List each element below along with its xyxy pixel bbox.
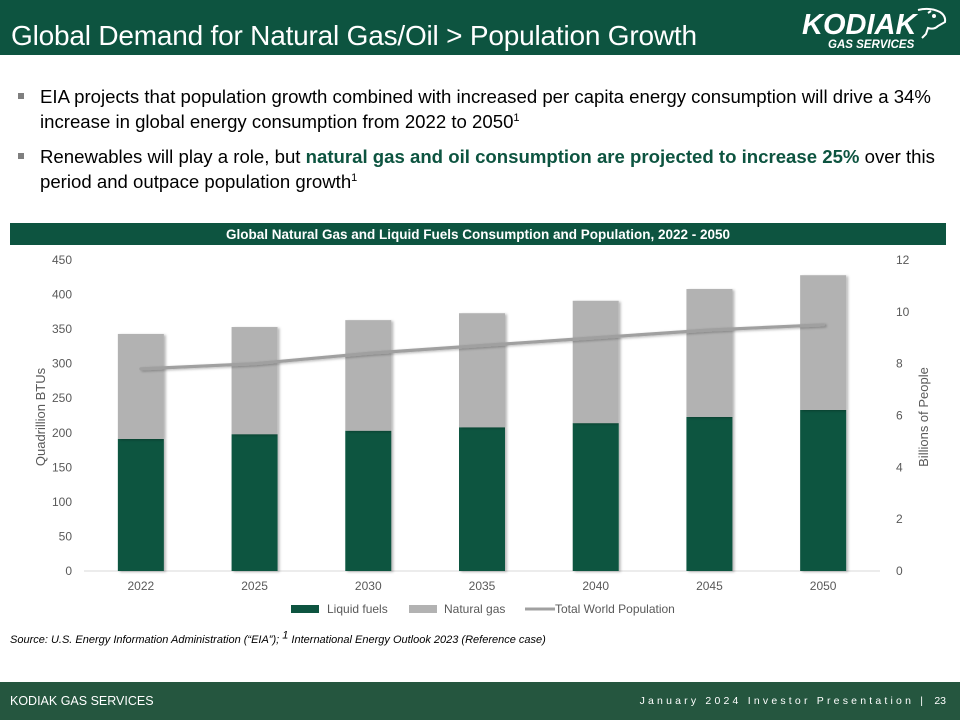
- x-tick-label: 2022: [128, 579, 155, 593]
- source-note: Source: U.S. Energy Information Administ…: [10, 630, 546, 646]
- bullet-text: Renewables will play a role, but: [40, 146, 306, 167]
- bullet-marker-icon: [18, 153, 24, 159]
- y2-axis-label: Billions of People: [916, 367, 931, 467]
- legend-label-liquid-fuels: Liquid fuels: [327, 602, 388, 616]
- x-tick-label: 2035: [469, 579, 496, 593]
- stacked-bar-line-chart: 0 50 100 150 200 250 300 350 400 450 0 2 4 6 8 10 12 20…: [33, 253, 931, 616]
- y-tick-label: 300: [52, 357, 72, 371]
- line-series: [139, 323, 825, 371]
- y-axis-label: Quadrillion BTUs: [33, 367, 48, 466]
- y-tick-label: 0: [65, 564, 72, 578]
- source-text-rest: International Energy Outlook 2023 (Refer…: [288, 634, 546, 646]
- legend-label-natural-gas: Natural gas: [444, 602, 505, 616]
- bar-natural-gas-2030: [345, 320, 392, 431]
- y2-tick-label: 12: [896, 253, 910, 267]
- y-axis-left: 0 50 100 150 200 250 300 350 400 450: [52, 253, 72, 578]
- bar-liquid-fuels-2035: [459, 427, 505, 571]
- bullet-highlight: natural gas and oil consumption are proj…: [305, 146, 860, 167]
- y2-tick-label: 8: [896, 357, 903, 371]
- y-tick-label: 450: [52, 253, 72, 267]
- x-tick-label: 2030: [355, 579, 382, 593]
- x-tick-label: 2050: [810, 579, 837, 593]
- bar-liquid-fuels-2025: [231, 434, 278, 571]
- legend-swatch-natural-gas: [409, 605, 437, 613]
- bar-liquid-fuels-2022: [117, 438, 164, 571]
- x-axis: 2022 2025 2030 2035 2040 2045 2050: [128, 579, 837, 593]
- y-tick-label: 200: [52, 426, 72, 440]
- bar-natural-gas-2050: [800, 275, 847, 410]
- bar-natural-gas-2045: [686, 289, 733, 417]
- y-axis-right: 0 2 4 6 8 10 12: [896, 253, 910, 578]
- x-tick-label: 2045: [696, 579, 723, 593]
- bullet-list: EIA projects that population growth comb…: [18, 84, 948, 204]
- header-bar: Global Demand for Natural Gas/Oil > Popu…: [0, 0, 960, 55]
- y-tick-label: 250: [52, 391, 72, 405]
- bar-natural-gas-2040: [572, 300, 619, 424]
- footer-company: KODIAK GAS SERVICES: [10, 694, 154, 708]
- footer-presentation: January 2024 Investor Presentation | 23: [640, 695, 946, 707]
- bar-series: [117, 275, 847, 571]
- y2-tick-label: 10: [896, 305, 910, 319]
- x-tick-label: 2025: [241, 579, 268, 593]
- bear-head-icon: [917, 7, 947, 39]
- bullet-item-1: EIA projects that population growth comb…: [18, 84, 948, 134]
- footnote-ref: 1: [513, 111, 520, 124]
- footnote-ref: 1: [351, 171, 358, 184]
- chart-title: Global Natural Gas and Liquid Fuels Cons…: [10, 223, 946, 245]
- source-text: Source: U.S. Energy Information Administ…: [10, 634, 283, 646]
- y2-tick-label: 0: [896, 564, 903, 578]
- bar-liquid-fuels-2045: [686, 416, 733, 571]
- bullet-item-2: Renewables will play a role, but natural…: [18, 144, 948, 194]
- bar-liquid-fuels-2040: [572, 423, 619, 571]
- bar-liquid-fuels-2050: [800, 409, 847, 571]
- bullet-marker-icon: [18, 93, 24, 99]
- page-number: 23: [934, 695, 946, 707]
- logo-sub-text: GAS SERVICES: [828, 39, 915, 51]
- y-tick-label: 350: [52, 322, 72, 336]
- x-tick-label: 2040: [582, 579, 609, 593]
- bar-natural-gas-2025: [231, 327, 278, 435]
- logo-main-text: KODIAK: [802, 9, 918, 41]
- bar-natural-gas-2035: [459, 313, 505, 428]
- y-tick-label: 50: [59, 529, 73, 543]
- y-tick-label: 400: [52, 288, 72, 302]
- y2-tick-label: 6: [896, 409, 903, 423]
- legend: Liquid fuels Natural gas Total World Pop…: [291, 602, 675, 616]
- legend-label-population: Total World Population: [555, 602, 675, 616]
- y-tick-label: 100: [52, 495, 72, 509]
- footnote-ref: 1: [282, 629, 289, 642]
- bullet-text-end: over this period and outpace population …: [40, 146, 935, 192]
- kodiak-logo: KODIAK GAS SERVICES: [802, 7, 947, 51]
- bar-natural-gas-2022: [117, 333, 164, 439]
- bar-liquid-fuels-2030: [345, 430, 392, 571]
- footer-bar: KODIAK GAS SERVICES January 2024 Investo…: [0, 682, 960, 720]
- footer-presentation-title: January 2024 Investor Presentation |: [639, 695, 927, 707]
- page-title: Global Demand for Natural Gas/Oil > Popu…: [11, 20, 697, 51]
- y2-tick-label: 4: [896, 460, 903, 474]
- y-tick-label: 150: [52, 460, 72, 474]
- bullet-text: EIA projects that population growth comb…: [40, 86, 931, 132]
- legend-swatch-liquid-fuels: [291, 605, 319, 613]
- y2-tick-label: 2: [896, 512, 903, 526]
